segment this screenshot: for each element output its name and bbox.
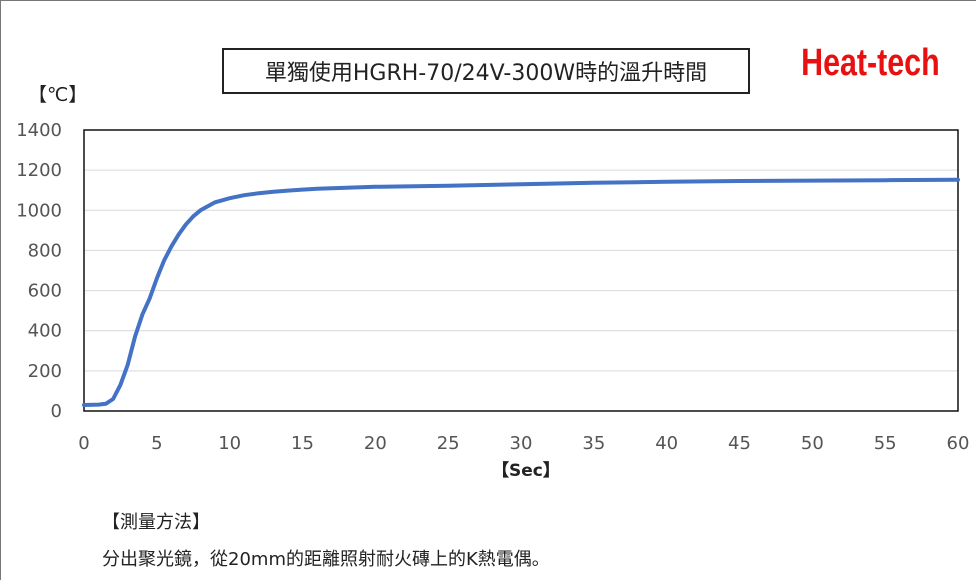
- y-tick-label: 200: [28, 361, 62, 382]
- x-tick-label: 20: [364, 433, 387, 454]
- y-tick-label: 600: [28, 281, 62, 302]
- method-title: 【測量方法】: [102, 512, 210, 533]
- x-tick-label: 55: [874, 433, 897, 454]
- y-tick-label: 800: [28, 240, 62, 261]
- y-tick-labels: 0 200 400 600 800 1000 1200 1400: [16, 120, 62, 422]
- chart-title: 單獨使用HGRH-70/24V-300W時的溫升時間: [222, 48, 750, 94]
- series-line: [82, 177, 960, 407]
- grid-lines: [84, 169, 958, 372]
- x-tick-label: 40: [655, 433, 678, 454]
- axes: [83, 129, 959, 412]
- x-tick-label: 10: [218, 433, 241, 454]
- method-description: 分出聚光鏡，從20mm的距離照射耐火磚上的K熱電偶。: [102, 549, 550, 570]
- x-tick-label: 0: [78, 433, 89, 454]
- y-tick-label: 400: [28, 321, 62, 342]
- brand-logo: Heat-tech: [801, 42, 940, 84]
- y-axis-label: 【℃】: [28, 84, 88, 106]
- x-tick-label: 25: [437, 433, 460, 454]
- plot-area: [83, 129, 959, 412]
- y-tick-label: 1000: [16, 200, 62, 221]
- x-axis-label: 【Sec】: [492, 461, 560, 481]
- x-tick-label: 5: [151, 433, 162, 454]
- x-tick-label: 45: [728, 433, 751, 454]
- x-tick-label: 15: [291, 433, 314, 454]
- y-tick-label: 1200: [16, 160, 62, 181]
- x-tick-label: 60: [947, 433, 970, 454]
- x-tick-label: 30: [510, 433, 533, 454]
- x-tick-labels: 0 5 10 15 20 25 30 35 40 45 50 55 60: [78, 433, 969, 454]
- x-tick-label: 35: [582, 433, 605, 454]
- series-layer: [82, 177, 960, 407]
- y-tick-label: 1400: [16, 120, 62, 141]
- x-tick-label: 50: [801, 433, 824, 454]
- y-tick-label: 0: [51, 401, 62, 422]
